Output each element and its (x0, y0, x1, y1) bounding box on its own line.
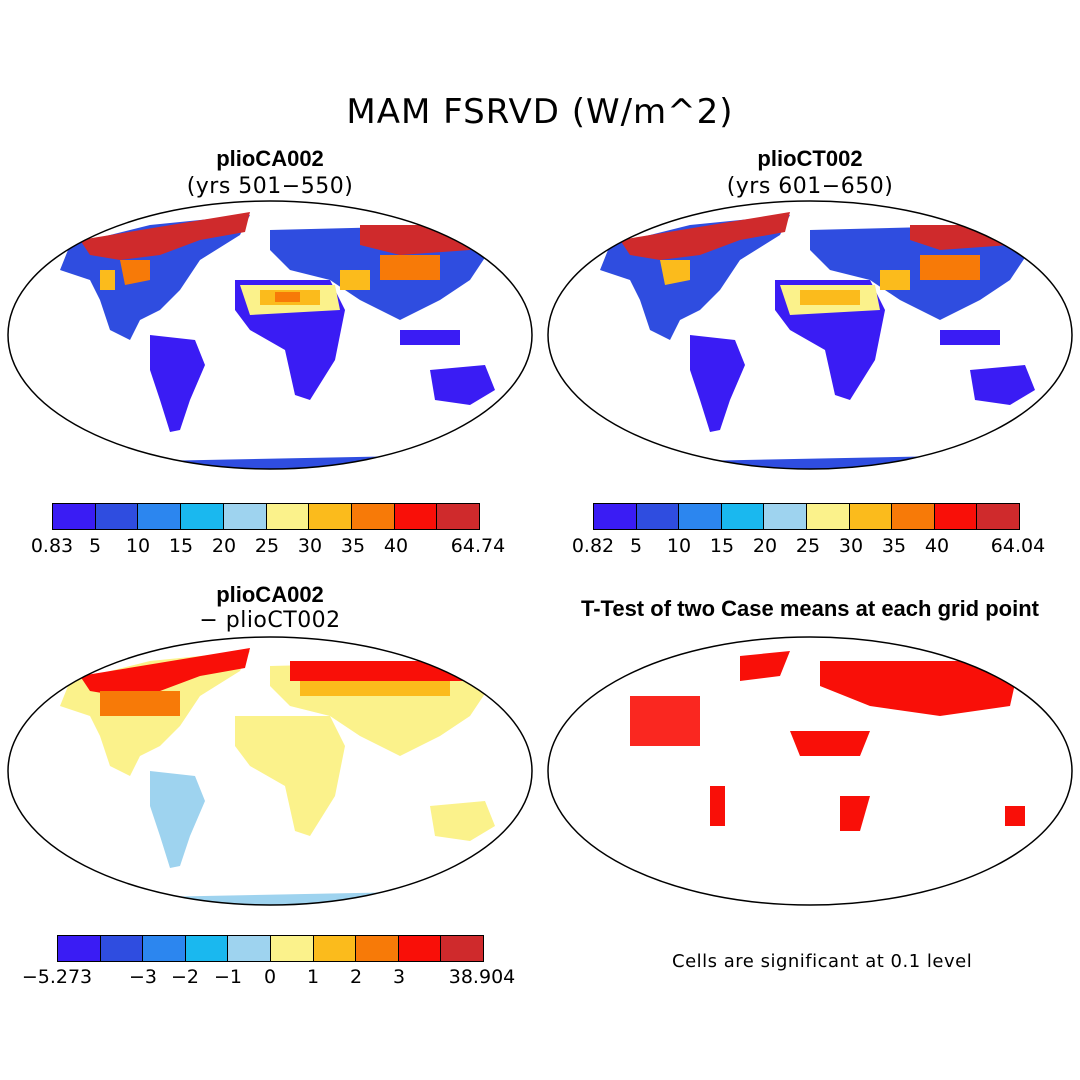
cbar1-bin (394, 504, 438, 529)
cbar1-label: 25 (254, 535, 280, 557)
cbar1-label: 15 (168, 535, 194, 557)
cbar2-bin (594, 504, 637, 529)
cbar3-bin (313, 936, 357, 961)
cbar3-bin (228, 936, 271, 961)
figure-title: MAM FSRVD (W/m^2) (346, 92, 734, 132)
cbar1-label: 10 (125, 535, 151, 557)
cbar3-bin (398, 936, 442, 961)
cbar1-bin (266, 504, 310, 529)
colorbar-panel2 (593, 503, 1020, 530)
cbar2-bin (892, 504, 935, 529)
cbar3-label: −5.273 (21, 966, 93, 988)
map-plioCA002 (7, 200, 533, 470)
cbar1-label: 40 (383, 535, 409, 557)
cbar1-bin (95, 504, 139, 529)
cbar3-bin (441, 936, 483, 961)
cbar3-label: −1 (213, 966, 243, 988)
cbar1-bin (351, 504, 395, 529)
cbar1-label: 30 (297, 535, 323, 557)
cbar2-label: 25 (795, 535, 821, 557)
cbar2-bin (636, 504, 680, 529)
cbar2-label: 30 (838, 535, 864, 557)
cbar1-bin (223, 504, 267, 529)
cbar2-bin (934, 504, 978, 529)
cbar1-label: 5 (88, 535, 102, 557)
colorbar-panel1 (52, 503, 480, 530)
panel3-title: plioCA002 (216, 582, 324, 607)
cbar2-bin (977, 504, 1019, 529)
cbar1-label: 20 (211, 535, 237, 557)
map-difference (7, 636, 533, 906)
cbar3-label: 1 (306, 966, 320, 988)
cbar2-bin (764, 504, 807, 529)
cbar1-bin (53, 504, 96, 529)
cbar2-bin (721, 504, 765, 529)
cbar2-label: 20 (752, 535, 778, 557)
panel3-subtitle: − plioCT002 (199, 608, 341, 633)
cbar1-label: 0.83 (30, 535, 74, 557)
cbar1-bin (437, 504, 480, 529)
cbar3-bin (58, 936, 101, 961)
cbar2-label: 35 (881, 535, 907, 557)
map-ttest (547, 636, 1073, 906)
cbar1-bin (138, 504, 182, 529)
cbar3-label: −3 (128, 966, 158, 988)
cbar3-bin (100, 936, 144, 961)
cbar1-label: 35 (340, 535, 366, 557)
cbar2-label: 5 (629, 535, 643, 557)
panel1-subtitle: (yrs 501−550) (186, 174, 354, 199)
panel2-title: plioCT002 (757, 146, 863, 171)
cbar2-label: 64.04 (990, 535, 1046, 557)
cbar3-label: 0 (263, 966, 277, 988)
cbar1-label: 64.74 (450, 535, 506, 557)
cbar2-bin (849, 504, 893, 529)
cbar2-bin (679, 504, 722, 529)
panel1-title: plioCA002 (216, 146, 324, 171)
cbar3-bin (185, 936, 229, 961)
cbar2-label: 10 (666, 535, 692, 557)
significance-note: Cells are significant at 0.1 level (672, 951, 973, 972)
cbar3-bin (143, 936, 186, 961)
cbar2-label: 0.82 (571, 535, 615, 557)
cbar3-bin (356, 936, 399, 961)
colorbar-panel3 (57, 935, 484, 962)
cbar2-bin (806, 504, 850, 529)
cbar2-label: 40 (924, 535, 950, 557)
cbar1-bin (309, 504, 352, 529)
cbar3-label: 38.904 (448, 966, 516, 988)
map-plioCT002 (547, 200, 1073, 470)
cbar1-bin (181, 504, 224, 529)
cbar3-label: 3 (392, 966, 406, 988)
cbar3-bin (270, 936, 314, 961)
cbar2-label: 15 (709, 535, 735, 557)
panel4-title: T-Test of two Case means at each grid po… (580, 596, 1039, 621)
cbar3-label: −2 (170, 966, 200, 988)
cbar3-label: 2 (349, 966, 363, 988)
panel2-subtitle: (yrs 601−650) (726, 174, 894, 199)
